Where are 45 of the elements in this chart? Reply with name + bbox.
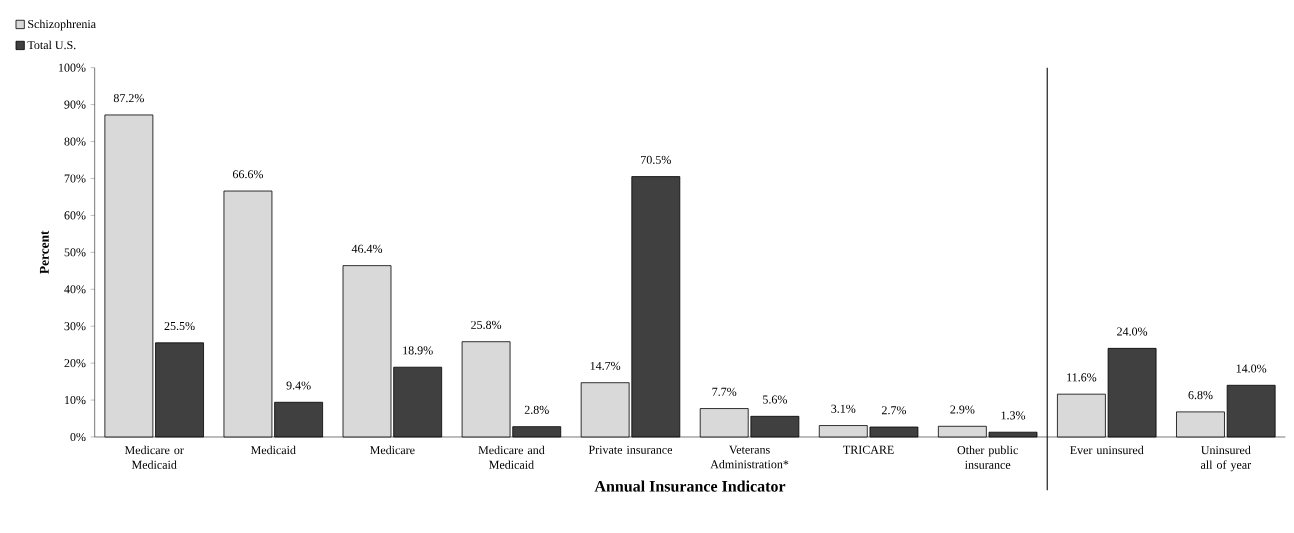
x-tick-label: Veterans Administration* xyxy=(710,445,789,469)
data-label: 24.0% xyxy=(1117,327,1148,336)
data-label: 9.4% xyxy=(286,381,311,390)
y-tick-label: 80% xyxy=(64,137,86,146)
x-tick-label: Medicare and Medicaid xyxy=(478,445,545,469)
x-tick-label: TRICARE xyxy=(843,445,894,454)
data-label: 14.0% xyxy=(1236,364,1267,373)
data-label: 2.7% xyxy=(881,406,907,415)
x-axis-title: Annual Insurance Indicator xyxy=(594,480,786,492)
legend-label: Schizophrenia xyxy=(28,19,96,31)
y-tick-label: 50% xyxy=(64,248,86,257)
data-label: 1.3% xyxy=(1001,411,1026,420)
x-tick-label: Ever uninsured xyxy=(1070,445,1144,455)
x-tick-label: Medicare or Medicaid xyxy=(124,445,184,469)
data-label: 25.5% xyxy=(164,321,195,331)
data-label: 7.7% xyxy=(712,387,737,396)
x-tick-label: Medicare xyxy=(370,445,415,455)
data-label: 3.1% xyxy=(831,404,856,413)
y-tick-label: 30% xyxy=(64,322,86,331)
y-tick-label: 100% xyxy=(59,63,86,72)
y-tick-label: 10% xyxy=(65,395,86,405)
data-label: 66.6% xyxy=(232,170,264,179)
x-tick-label: Medicaid xyxy=(250,445,296,455)
data-label: 25.8% xyxy=(471,320,502,329)
data-label: 6.8% xyxy=(1188,391,1213,400)
y-tick-label: 20% xyxy=(64,359,86,368)
data-label: 14.7% xyxy=(590,361,621,370)
data-label: 70.5% xyxy=(641,155,671,164)
x-tick-label: Other public insurance xyxy=(957,445,1018,469)
x-tick-label: Private insurance xyxy=(588,445,673,454)
legend-label: Total U.S. xyxy=(27,40,76,50)
data-label: 87.2% xyxy=(113,94,144,103)
y-tick-label: 70% xyxy=(64,174,86,183)
data-label: 2.9% xyxy=(950,405,975,414)
y-tick-label: 0% xyxy=(70,432,86,442)
data-label: 46.4% xyxy=(351,244,383,253)
y-tick-label: 90% xyxy=(64,100,86,109)
x-tick-label: Uninsured all of year xyxy=(1200,445,1252,472)
y-tick-label: 40% xyxy=(64,285,86,294)
data-label: 11.6% xyxy=(1067,373,1097,382)
y-axis-title: Percent xyxy=(39,230,49,274)
data-label: 2.8% xyxy=(524,405,549,414)
data-label: 18.9% xyxy=(403,346,433,355)
data-label: 5.6% xyxy=(763,395,787,404)
y-tick-label: 60% xyxy=(64,211,86,220)
